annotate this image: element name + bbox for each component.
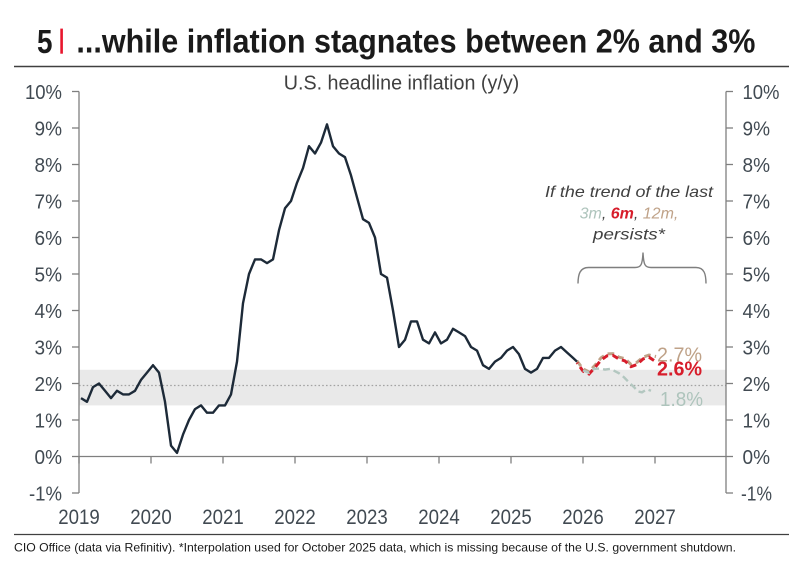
svg-text:-1%: -1% <box>741 483 772 505</box>
svg-text:2020: 2020 <box>130 506 172 529</box>
svg-text:5: 5 <box>37 23 53 60</box>
svg-text:5%: 5% <box>743 264 771 286</box>
svg-text:2%: 2% <box>35 374 63 396</box>
svg-text:2027: 2027 <box>634 506 676 529</box>
svg-text:2024: 2024 <box>418 506 460 529</box>
svg-text:0%: 0% <box>35 447 63 469</box>
svg-text:2025: 2025 <box>490 506 532 529</box>
svg-text:2.7%: 2.7% <box>657 345 702 367</box>
svg-text:8%: 8% <box>35 155 63 177</box>
svg-text:10%: 10% <box>25 82 62 104</box>
svg-text:9%: 9% <box>743 118 771 140</box>
svg-text:7%: 7% <box>35 191 63 213</box>
svg-text:1%: 1% <box>35 410 63 432</box>
svg-text:1%: 1% <box>743 410 771 432</box>
svg-text:4%: 4% <box>743 301 771 323</box>
svg-text:CIO Office (data via Refinitiv: CIO Office (data via Refinitiv). *Interp… <box>14 541 736 555</box>
svg-text:2022: 2022 <box>274 506 316 529</box>
svg-text:2026: 2026 <box>562 506 604 529</box>
svg-text:persists*: persists* <box>592 227 666 244</box>
svg-text:5%: 5% <box>35 264 63 286</box>
svg-text:10%: 10% <box>743 82 780 104</box>
svg-text:6%: 6% <box>35 228 63 250</box>
svg-text:2021: 2021 <box>202 506 244 529</box>
svg-text:2019: 2019 <box>58 506 100 529</box>
svg-text:3%: 3% <box>743 337 771 359</box>
svg-text:3%: 3% <box>35 337 63 359</box>
svg-text:0%: 0% <box>743 447 771 469</box>
svg-text:6%: 6% <box>743 228 771 250</box>
svg-text:2023: 2023 <box>346 506 388 529</box>
svg-text:3m, 6m, 12m,: 3m, 6m, 12m, <box>580 206 679 223</box>
svg-text:...while inflation stagnates b: ...while inflation stagnates between 2% … <box>76 23 755 60</box>
svg-text:7%: 7% <box>743 191 771 213</box>
svg-text:9%: 9% <box>35 118 63 140</box>
svg-text:2.6%: 2.6% <box>657 359 702 381</box>
svg-text:-1%: -1% <box>29 483 62 505</box>
svg-text:U.S. headline inflation (y/y): U.S. headline inflation (y/y) <box>284 73 520 95</box>
svg-text:8%: 8% <box>743 155 771 177</box>
svg-text:2%: 2% <box>743 374 771 396</box>
svg-text:If the trend of the last: If the trend of the last <box>545 184 714 201</box>
svg-text:4%: 4% <box>35 301 63 323</box>
svg-text:1.8%: 1.8% <box>660 389 703 411</box>
